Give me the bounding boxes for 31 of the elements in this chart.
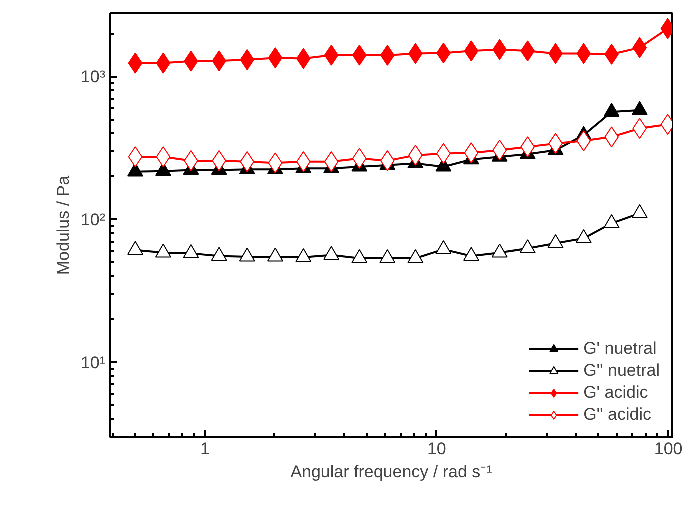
legend-label: G' nuetral bbox=[584, 339, 657, 359]
x-tick-label: 1 bbox=[200, 440, 210, 458]
y-tick-label: 10³ bbox=[80, 68, 106, 87]
point bbox=[436, 240, 452, 254]
legend-label: G'' nuetral bbox=[584, 361, 660, 381]
y-tick-label: 10² bbox=[80, 210, 106, 230]
point bbox=[267, 248, 284, 262]
point bbox=[352, 249, 368, 264]
point bbox=[324, 246, 340, 260]
point bbox=[604, 214, 620, 228]
x-tick-label: 100 bbox=[654, 440, 683, 458]
legend-label: G'' acidic bbox=[584, 405, 652, 425]
point bbox=[296, 248, 312, 262]
point bbox=[463, 247, 480, 262]
y-axis-title: Modulus / Pa bbox=[54, 175, 73, 276]
y-tick-label: 10¹ bbox=[80, 353, 106, 372]
point bbox=[492, 244, 508, 258]
point bbox=[520, 239, 536, 254]
point bbox=[183, 244, 200, 258]
x-axis-title: Angular frequency / rad s⁻¹ bbox=[290, 462, 493, 482]
point bbox=[380, 249, 396, 264]
point bbox=[632, 204, 648, 218]
point bbox=[576, 229, 592, 244]
point bbox=[155, 244, 172, 258]
point bbox=[408, 249, 424, 264]
x-tick-label: 10 bbox=[427, 440, 446, 458]
point bbox=[548, 234, 564, 248]
point bbox=[127, 241, 144, 256]
legend-label: G' acidic bbox=[584, 383, 648, 403]
point bbox=[239, 248, 256, 262]
point bbox=[211, 247, 228, 262]
